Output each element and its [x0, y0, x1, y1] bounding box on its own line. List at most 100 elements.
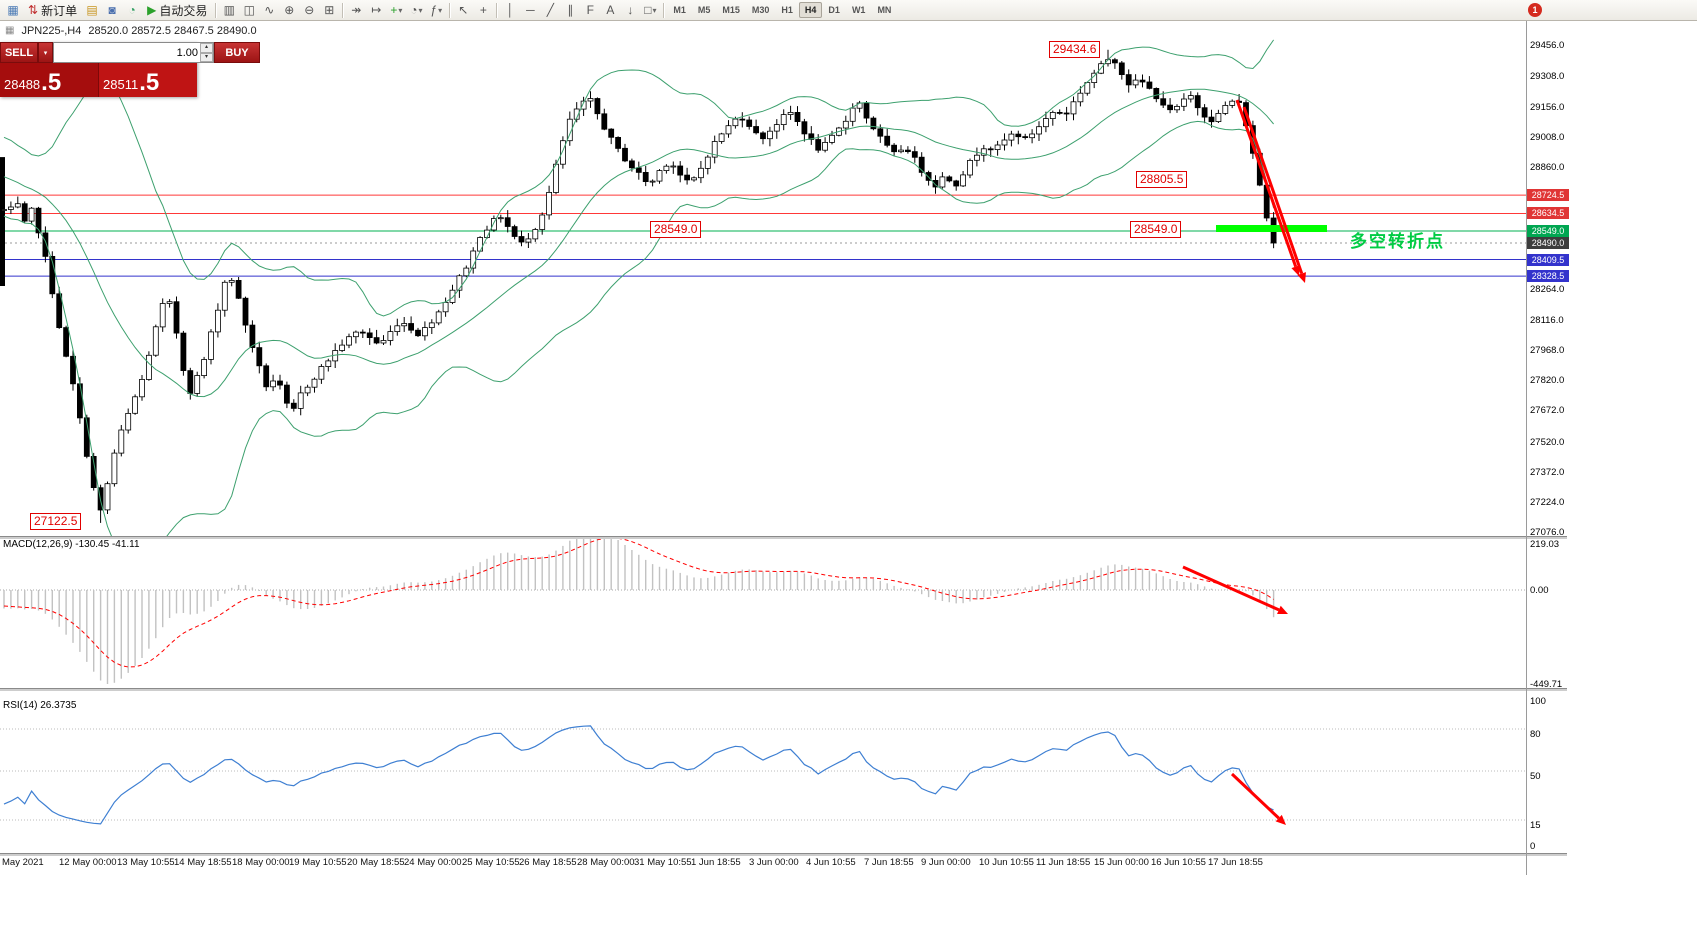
turning-point-label[interactable]: 多空转折点 — [1350, 232, 1445, 251]
price-tick: 29308.0 — [1530, 71, 1565, 82]
price-tag: 28724.5 — [1527, 189, 1569, 201]
quotes-window-icon: ▤ — [86, 3, 98, 17]
timeframe-h1-button[interactable]: H1 — [775, 2, 799, 18]
line-chart-icon: ∿ — [264, 3, 275, 17]
shapes-button[interactable]: □ ▾ — [640, 1, 660, 19]
time-axis-label: 12 May 00:00 — [59, 857, 117, 868]
time-axis-label: 3 Jun 00:00 — [749, 857, 799, 868]
data-window-button[interactable]: ◙ — [102, 1, 122, 19]
price-tick: 28116.0 — [1530, 315, 1564, 326]
panel-separator[interactable] — [0, 536, 1567, 539]
sell-button[interactable]: SELL — [0, 42, 38, 63]
fibonacci-retracement-button[interactable]: F — [580, 1, 600, 19]
macd-axis-tick: -449.71 — [1530, 679, 1563, 690]
chart-shift-icon: ↦ — [371, 3, 382, 17]
bar-chart-button[interactable]: ▥ — [219, 1, 239, 19]
crosshair-button[interactable]: + — [473, 1, 493, 19]
trend-arrow[interactable] — [1242, 106, 1306, 283]
price-annotation[interactable]: 27122.5 — [30, 513, 82, 530]
buy-price-display[interactable]: 28511 .5 — [98, 63, 197, 97]
rsi-axis-tick: 50 — [1530, 771, 1541, 782]
price-annotation[interactable]: 28549.0 — [650, 221, 702, 238]
time-axis-label: 16 Jun 10:55 — [1151, 857, 1206, 868]
time-axis-label: 1 Jun 18:55 — [691, 857, 741, 868]
candlestick-chart-button[interactable]: ◫ — [239, 1, 259, 19]
zoom-in-button[interactable]: ⊕ — [279, 1, 299, 19]
time-axis-label: 25 May 10:55 — [462, 857, 520, 868]
sell-price-display[interactable]: 28488 .5 — [0, 63, 98, 97]
text-label-button[interactable]: A — [600, 1, 620, 19]
buy-price-int: 28511 — [103, 77, 139, 92]
time-axis-label: 11 Jun 18:55 — [1036, 857, 1091, 868]
buy-button[interactable]: BUY — [214, 42, 260, 63]
arrow-tool-icon: ↓ — [627, 3, 634, 17]
vertical-line-button[interactable]: │ — [500, 1, 520, 19]
timeframe-d1-button[interactable]: D1 — [822, 2, 846, 18]
new-chart-button[interactable]: + ▾ — [386, 1, 406, 19]
trend-arrow[interactable] — [1230, 772, 1286, 825]
chart-window-button[interactable]: ▦ — [3, 1, 23, 19]
horizontal-line-button[interactable]: ─ — [520, 1, 540, 19]
price-tag: 28409.5 — [1527, 254, 1569, 266]
price-annotation[interactable]: 28549.0 — [1130, 221, 1182, 238]
profiles-icon: ◔ — [410, 3, 418, 17]
timeframe-m15-button[interactable]: M15 — [716, 2, 746, 18]
cursor-button[interactable]: ↖ — [453, 1, 473, 19]
trendline-icon: ╱ — [546, 3, 554, 17]
price-tag: 28328.5 — [1527, 270, 1569, 282]
price-annotation[interactable]: 28805.5 — [1136, 171, 1188, 188]
notification-badge[interactable]: 1 — [1528, 3, 1542, 17]
new-order-label: 新订单 — [41, 3, 78, 18]
rsi-axis-tick: 80 — [1530, 729, 1541, 740]
timeframe-w1-button[interactable]: W1 — [846, 2, 872, 18]
indicators-icon: ƒ — [430, 3, 438, 17]
timeframe-mn-button[interactable]: MN — [871, 2, 897, 18]
time-axis-label: 4 Jun 10:55 — [806, 857, 856, 868]
navigator-window-button[interactable]: ◔ — [122, 1, 142, 19]
volume-increase-button[interactable]: ▴ — [200, 43, 213, 53]
panel-separator[interactable] — [0, 688, 1567, 691]
time-axis-label: 24 May 00:00 — [404, 857, 462, 868]
indicators-button[interactable]: ƒ ▾ — [426, 1, 446, 19]
volume-decrease-button[interactable]: ▾ — [200, 52, 213, 62]
volume-steppers: ▴ ▾ — [200, 43, 213, 62]
new-order-button[interactable]: ⇅ 新订单 — [23, 1, 82, 19]
arrow-tool-button[interactable]: ↓ — [620, 1, 640, 19]
edge-candle — [0, 157, 5, 286]
auto-trading-button[interactable]: ▶ 自动交易 — [142, 1, 212, 19]
time-axis-label: 13 May 10:55 — [117, 857, 175, 868]
tile-windows-button[interactable]: ⊞ — [319, 1, 339, 19]
toolbar: ▦ ⇅ 新订单 ▤ ◙ ◔ ▶ 自动交易 ▥ ◫ ∿ ⊕ ⊖ ⊞ ↠ ↦ + ▾ ◔ ▾ ƒ ▾ ↖ + │ ─ ╱ ∥ F A ↓ □ ▾ M1… — [0, 0, 1697, 21]
trend-arrow[interactable] — [1235, 99, 1300, 276]
trade-panel-controls: SELL ▾ ▴ ▾ BUY — [0, 42, 260, 63]
macd-axis-tick: 0.00 — [1530, 585, 1549, 596]
trend-arrow[interactable] — [1182, 565, 1288, 615]
timeframe-h4-button[interactable]: H4 — [798, 2, 823, 18]
trendline-button[interactable]: ╱ — [540, 1, 560, 19]
panel-separator[interactable] — [0, 853, 1567, 856]
order-type-dropdown[interactable]: ▾ — [38, 42, 53, 63]
line-chart-button[interactable]: ∿ — [259, 1, 279, 19]
profiles-button[interactable]: ◔ ▾ — [406, 1, 426, 19]
text-label-icon: A — [606, 3, 615, 17]
equidistant-channel-button[interactable]: ∥ — [560, 1, 580, 19]
rsi-axis-tick: 0 — [1530, 841, 1536, 852]
timeframe-m30-button[interactable]: M30 — [746, 2, 776, 18]
support-highlight-bar[interactable] — [1216, 225, 1327, 232]
chevron-down-icon: ▾ — [43, 49, 48, 57]
timeframe-m5-button[interactable]: M5 — [692, 2, 717, 18]
chart-shift-button[interactable]: ↦ — [366, 1, 386, 19]
toolbar-separator — [496, 2, 498, 18]
fibonacci-retracement-icon: F — [586, 3, 594, 17]
auto-scroll-button[interactable]: ↠ — [346, 1, 366, 19]
volume-input[interactable] — [54, 43, 200, 62]
zoom-out-button[interactable]: ⊖ — [299, 1, 319, 19]
horizontal-line-icon: ─ — [526, 3, 535, 17]
auto-trading-label: 自动交易 — [159, 3, 208, 18]
timeframe-m1-button[interactable]: M1 — [667, 2, 692, 18]
quotes-window-button[interactable]: ▤ — [82, 1, 102, 19]
time-axis-label: 26 May 18:55 — [519, 857, 577, 868]
price-annotation[interactable]: 29434.6 — [1049, 41, 1101, 58]
time-axis-label: 10 Jun 10:55 — [979, 857, 1034, 868]
price-tag: 28490.0 — [1527, 237, 1569, 249]
